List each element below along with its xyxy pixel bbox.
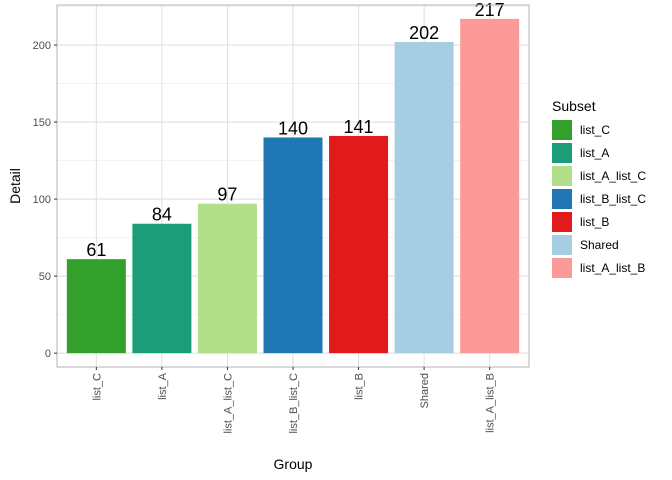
y-tick-label: 150 bbox=[33, 117, 51, 129]
x-tick-label: list_A bbox=[157, 372, 169, 400]
legend-key-list_B_list_C bbox=[552, 189, 572, 209]
legend-key-list_A_list_B bbox=[552, 258, 572, 278]
bar-list_A bbox=[132, 223, 192, 354]
data-label: 217 bbox=[475, 0, 505, 20]
x-axis-title: Group bbox=[274, 456, 313, 472]
bar-list_C bbox=[66, 259, 126, 354]
legend-label: list_B bbox=[580, 215, 609, 229]
bars bbox=[66, 18, 520, 354]
y-tick-label: 50 bbox=[39, 271, 51, 283]
legend-label: Shared bbox=[580, 238, 619, 252]
legend-key-list_A bbox=[552, 143, 572, 163]
y-tick-label: 200 bbox=[33, 40, 51, 52]
legend-label: list_A bbox=[580, 146, 609, 160]
data-label: 141 bbox=[344, 117, 374, 137]
data-label: 97 bbox=[217, 185, 237, 205]
bar-list_A_list_B bbox=[460, 18, 520, 354]
data-label: 84 bbox=[152, 205, 172, 225]
y-axis: 0 50 100 150 200 bbox=[33, 40, 57, 360]
legend-key-list_B bbox=[552, 212, 572, 232]
legend-label: list_A_list_B bbox=[580, 261, 645, 275]
legend-key-list_A_list_C bbox=[552, 166, 572, 186]
x-tick-label: list_B bbox=[354, 373, 366, 400]
x-axis: list_C list_A list_A_list_C list_B_list_C li… bbox=[91, 367, 497, 434]
x-tick-label: list_C bbox=[91, 373, 103, 401]
y-tick-label: 100 bbox=[33, 194, 51, 206]
bar-Shared bbox=[394, 41, 454, 354]
x-tick-label: list_A_list_B bbox=[485, 373, 497, 433]
data-label: 202 bbox=[409, 23, 439, 43]
bar-list_B bbox=[329, 135, 389, 354]
x-tick-label: list_A_list_C bbox=[222, 373, 234, 434]
legend-label: list_A_list_C bbox=[580, 169, 646, 183]
bar-list_A_list_C bbox=[197, 203, 257, 354]
legend-label: list_C bbox=[580, 123, 610, 137]
data-label: 61 bbox=[86, 240, 106, 260]
legend-label: list_B_list_C bbox=[580, 192, 646, 206]
legend-key-Shared bbox=[552, 235, 572, 255]
data-labels: 61 84 97 140 141 202 217 bbox=[86, 0, 504, 260]
x-tick-label: Shared bbox=[419, 373, 431, 408]
legend-title: Subset bbox=[552, 98, 596, 114]
x-tick-label: list_B_list_C bbox=[288, 373, 300, 434]
y-axis-title: Detail bbox=[7, 168, 23, 204]
data-label: 140 bbox=[278, 118, 308, 138]
legend: Subset list_C list_A list_A_list_C list_B_l… bbox=[552, 98, 646, 278]
legend-key-list_C bbox=[552, 120, 572, 140]
y-tick-label: 0 bbox=[45, 348, 51, 360]
bar-list_B_list_C bbox=[263, 137, 323, 354]
